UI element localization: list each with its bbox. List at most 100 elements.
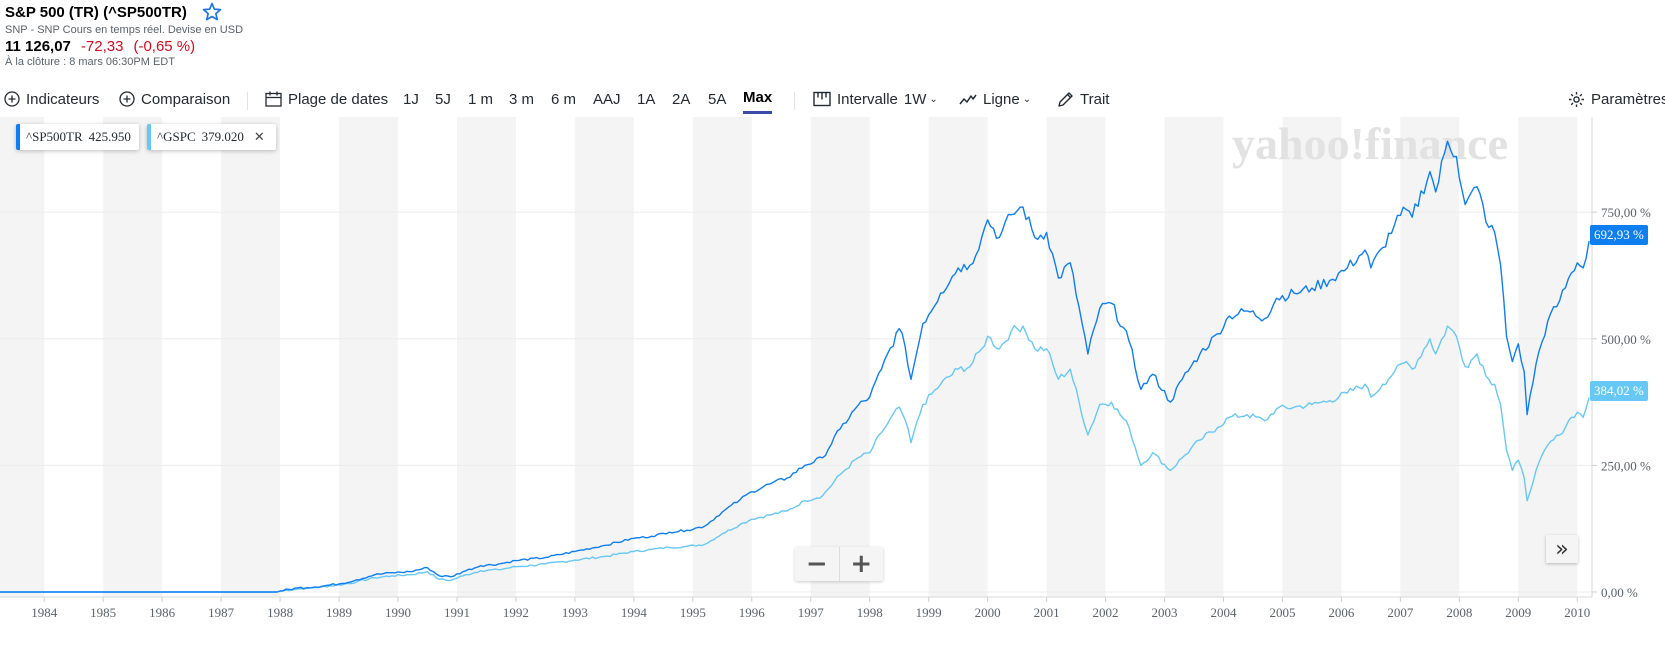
range-5j[interactable]: 5J (435, 90, 451, 108)
year-band (103, 117, 163, 597)
x-tick-label: 2006 (1328, 605, 1355, 620)
chart-area[interactable]: yahoo!finance 0,00 % 250,00 % 500,00 % 750,… (0, 117, 1665, 657)
draw-button[interactable]: Trait (1057, 84, 1109, 114)
zoom-out-button[interactable]: − (795, 547, 840, 581)
chart-toolbar: Indicateurs Comparaison Plage de dates 1… (0, 84, 1665, 116)
legend-value: 379.020 (201, 129, 244, 144)
chevron-double-right-icon[interactable]: » (1546, 535, 1578, 563)
x-tick-label: 1999 (916, 605, 942, 620)
y-tick-label: 0,00 % (1601, 585, 1638, 600)
x-tick-label: 2008 (1446, 605, 1472, 620)
settings-label: Paramètres (1591, 90, 1665, 108)
year-band (456, 117, 516, 597)
last-price: 11 126,07 (5, 38, 71, 55)
x-tick-label: 1990 (385, 605, 411, 620)
year-band (1400, 117, 1460, 597)
x-tick-label: 1997 (798, 605, 825, 620)
range-1j[interactable]: 1J (403, 90, 419, 108)
pencil-icon (1058, 91, 1073, 107)
year-band (0, 117, 45, 597)
x-tick-label: 2004 (1210, 605, 1237, 620)
range-max[interactable]: Max (743, 84, 773, 114)
interval-button[interactable]: Intervalle 1W ⌄ (813, 84, 938, 114)
series-line-sp500tr (0, 140, 1590, 593)
series-color-swatch (16, 124, 20, 150)
zoom-in-button[interactable]: + (850, 549, 873, 579)
ruler-icon (813, 91, 831, 107)
x-tick-label: 2000 (975, 605, 1001, 620)
range-1a[interactable]: 1A (637, 90, 656, 108)
x-tick-label: 1998 (857, 605, 883, 620)
close-icon[interactable]: ✕ (253, 129, 265, 145)
plus-circle-icon (4, 91, 20, 107)
y-tick-label: 750,00 % (1601, 205, 1651, 220)
year-band (339, 117, 398, 597)
y-tick-label: 250,00 % (1601, 458, 1651, 473)
range-2a[interactable]: 2A (672, 90, 691, 108)
x-tick-label: 2005 (1269, 605, 1295, 620)
x-axis-ticks: 1984 1985 1986 1987 1988 1989 1990 1991 1992 1993… (31, 597, 1590, 620)
x-tick-label: 1992 (503, 605, 529, 620)
year-band (692, 117, 752, 597)
gear-icon (1569, 91, 1584, 107)
draw-label: Trait (1080, 90, 1110, 108)
x-tick-label: 1995 (680, 605, 706, 620)
year-band (1164, 117, 1224, 597)
x-tick-label: 2003 (1152, 605, 1178, 620)
range-ytd[interactable]: AAJ (593, 90, 621, 108)
legend-chip-sp500tr[interactable]: ^SP500TR 425.950 (16, 124, 139, 150)
line-chart-icon (959, 94, 977, 105)
x-tick-label: 1986 (149, 605, 176, 620)
chevron-down-icon: ⌄ (1022, 93, 1032, 105)
legend-value: 425.950 (88, 129, 131, 144)
exchange-info: SNP - SNP Cours en temps réel. Devise en… (5, 24, 244, 36)
last-value-tag-gspc: 384,02 % (1590, 381, 1648, 401)
x-tick-label: 2002 (1093, 605, 1119, 620)
range-1m[interactable]: 1 m (468, 90, 494, 108)
interval-value: 1W (903, 90, 927, 108)
x-tick-label: 2007 (1387, 605, 1414, 620)
year-band (574, 117, 634, 597)
range-3m[interactable]: 3 m (509, 90, 535, 108)
year-band (1046, 117, 1106, 597)
price-change: -72,33 (80, 38, 124, 55)
x-tick-label: 1993 (562, 605, 588, 620)
price-chart[interactable]: yahoo!finance 0,00 % 250,00 % 500,00 % 750,… (0, 117, 1665, 657)
price-change-percent: (-0,65 %) (133, 38, 196, 55)
interval-label: Intervalle (837, 90, 898, 108)
range-6m[interactable]: 6 m (551, 90, 577, 108)
range-5a[interactable]: 5A (708, 90, 727, 108)
comparison-label: Comparaison (141, 90, 231, 108)
last-value-tag-sp500tr: 692,93 % (1590, 225, 1648, 245)
y-axis-ticks: 0,00 % 250,00 % 500,00 % 750,00 % (1592, 205, 1651, 600)
legend-symbol: ^SP500TR (26, 129, 83, 144)
x-tick-label: 1996 (739, 605, 766, 620)
year-band (928, 117, 988, 597)
y-tick-label: 500,00 % (1601, 332, 1651, 347)
legend-chip-gspc[interactable]: ^GSPC 379.020 ✕ (147, 124, 276, 150)
comparison-button[interactable]: Comparaison (119, 84, 230, 114)
x-tick-label: 1988 (267, 605, 293, 620)
chart-type-button[interactable]: Ligne ⌄ (959, 84, 1031, 114)
zoom-controls: − + (795, 547, 883, 581)
x-tick-label: 1984 (31, 605, 58, 620)
page-title: S&P 500 (TR) (^SP500TR) (5, 3, 187, 21)
year-band (221, 117, 281, 597)
year-bands (0, 117, 1578, 597)
star-icon[interactable] (201, 1, 223, 23)
settings-button[interactable]: Paramètres (1568, 84, 1665, 114)
x-tick-label: 1989 (326, 605, 352, 620)
series-color-swatch (147, 124, 151, 150)
date-range-label: Plage de dates (288, 90, 389, 108)
indicators-button[interactable]: Indicateurs (4, 84, 99, 114)
chevron-down-icon: ⌄ (929, 93, 938, 105)
chart-type-label: Ligne (983, 90, 1020, 108)
series-lines (0, 140, 1590, 593)
x-tick-label: 1987 (208, 605, 235, 620)
date-range-button[interactable]: Plage de dates (265, 84, 388, 114)
x-tick-label: 1985 (90, 605, 116, 620)
x-tick-label: 1991 (444, 605, 470, 620)
toolbar-divider (247, 92, 248, 110)
year-band (1518, 117, 1578, 597)
toolbar-divider (794, 92, 795, 110)
